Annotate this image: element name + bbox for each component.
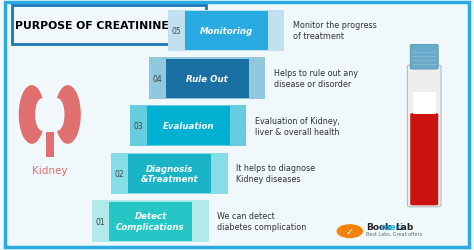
FancyBboxPatch shape — [166, 59, 249, 98]
Text: Book: Book — [366, 222, 391, 231]
Text: PURPOSE OF CREATININE TEST: PURPOSE OF CREATININE TEST — [15, 21, 203, 31]
FancyBboxPatch shape — [149, 58, 265, 99]
FancyBboxPatch shape — [185, 12, 268, 51]
Text: 04: 04 — [153, 74, 163, 83]
Text: Kidney: Kidney — [32, 165, 67, 175]
FancyBboxPatch shape — [410, 45, 438, 70]
Text: Monitoring: Monitoring — [200, 27, 253, 36]
Ellipse shape — [50, 99, 64, 131]
FancyBboxPatch shape — [92, 200, 209, 242]
FancyBboxPatch shape — [46, 132, 54, 158]
FancyBboxPatch shape — [5, 2, 469, 248]
Text: Lab: Lab — [395, 222, 413, 231]
Ellipse shape — [55, 86, 81, 144]
FancyBboxPatch shape — [147, 107, 230, 146]
FancyBboxPatch shape — [12, 6, 206, 45]
Text: 03: 03 — [134, 122, 144, 131]
FancyBboxPatch shape — [111, 153, 228, 194]
Text: Rule Out: Rule Out — [186, 74, 228, 83]
Text: ✓: ✓ — [346, 226, 354, 236]
FancyBboxPatch shape — [109, 202, 192, 240]
FancyBboxPatch shape — [407, 66, 441, 207]
Text: 01: 01 — [96, 217, 106, 226]
Text: Monitor the progress
of treatment: Monitor the progress of treatment — [293, 21, 377, 41]
Circle shape — [337, 224, 363, 238]
Ellipse shape — [35, 99, 49, 131]
FancyBboxPatch shape — [168, 10, 284, 52]
Text: We can detect
diabetes complication: We can detect diabetes complication — [217, 211, 306, 231]
Text: 02: 02 — [115, 169, 125, 178]
FancyBboxPatch shape — [412, 92, 436, 114]
FancyBboxPatch shape — [410, 114, 438, 206]
Text: Evaluation: Evaluation — [163, 122, 214, 131]
Text: Evaluation of Kidney,
liver & overall health: Evaluation of Kidney, liver & overall he… — [255, 116, 340, 136]
FancyBboxPatch shape — [128, 154, 211, 193]
Text: 05: 05 — [172, 27, 182, 36]
FancyBboxPatch shape — [130, 106, 246, 147]
Text: Diagnosis
&Treatment: Diagnosis &Treatment — [141, 164, 198, 184]
Ellipse shape — [19, 86, 45, 144]
Text: Helps to rule out any
disease or disorder: Helps to rule out any disease or disorde… — [274, 69, 358, 89]
Text: Best Labs, Great offers: Best Labs, Great offers — [366, 231, 422, 236]
Text: meri: meri — [381, 222, 404, 231]
Text: Detect
Complications: Detect Complications — [116, 212, 185, 231]
Text: It helps to diagnose
Kidney diseases: It helps to diagnose Kidney diseases — [236, 164, 315, 184]
